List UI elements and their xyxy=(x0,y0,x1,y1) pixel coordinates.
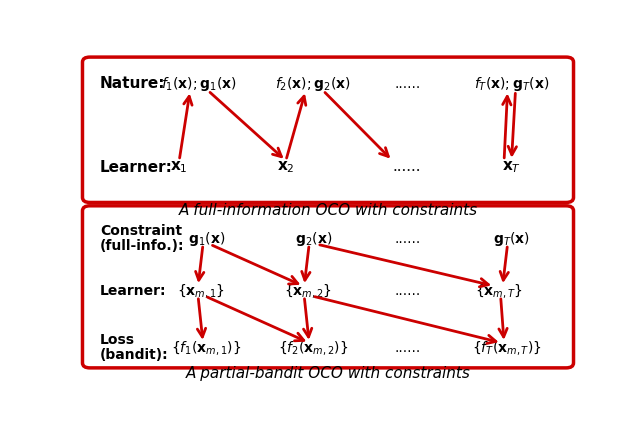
Text: Nature:: Nature: xyxy=(100,76,165,91)
Text: $\{f_T(\mathbf{x}_{m,T})\}$: $\{f_T(\mathbf{x}_{m,T})\}$ xyxy=(472,339,541,357)
Text: Loss: Loss xyxy=(100,333,135,348)
Text: $f_2(\mathbf{x});\mathbf{g}_2(\mathbf{x})$: $f_2(\mathbf{x});\mathbf{g}_2(\mathbf{x}… xyxy=(275,75,351,93)
Text: ......: ...... xyxy=(394,232,420,246)
Text: ......: ...... xyxy=(394,284,420,298)
Text: $\mathbf{x}_2$: $\mathbf{x}_2$ xyxy=(277,160,294,175)
Text: Learner:: Learner: xyxy=(100,284,166,298)
Text: $\mathbf{x}_T$: $\mathbf{x}_T$ xyxy=(502,160,521,175)
Text: A partial-bandit OCO with constraints: A partial-bandit OCO with constraints xyxy=(186,366,470,381)
Text: $f_T(\mathbf{x});\mathbf{g}_T(\mathbf{x})$: $f_T(\mathbf{x});\mathbf{g}_T(\mathbf{x}… xyxy=(474,75,549,93)
Text: Learner:: Learner: xyxy=(100,160,173,175)
Text: A full-information OCO with constraints: A full-information OCO with constraints xyxy=(179,203,477,218)
FancyBboxPatch shape xyxy=(83,206,573,368)
Text: $\mathbf{g}_T(\mathbf{x})$: $\mathbf{g}_T(\mathbf{x})$ xyxy=(493,230,530,248)
Text: $f_1(\mathbf{x});\mathbf{g}_1(\mathbf{x})$: $f_1(\mathbf{x});\mathbf{g}_1(\mathbf{x}… xyxy=(161,75,237,93)
Text: ......: ...... xyxy=(394,77,420,91)
Text: (bandit):: (bandit): xyxy=(100,348,168,362)
Text: $\{\mathbf{x}_{m,T}\}$: $\{\mathbf{x}_{m,T}\}$ xyxy=(476,282,523,300)
Text: Constraint: Constraint xyxy=(100,224,182,238)
Text: $\{\mathbf{x}_{m,2}\}$: $\{\mathbf{x}_{m,2}\}$ xyxy=(284,282,332,300)
Text: (full-info.):: (full-info.): xyxy=(100,239,184,253)
Text: ......: ...... xyxy=(393,161,422,174)
Text: $\mathbf{x}_1$: $\mathbf{x}_1$ xyxy=(170,160,188,175)
Text: $\{f_1(\mathbf{x}_{m,1})\}$: $\{f_1(\mathbf{x}_{m,1})\}$ xyxy=(172,339,242,357)
Text: ......: ...... xyxy=(394,341,420,355)
FancyBboxPatch shape xyxy=(83,57,573,202)
Text: $\{f_2(\mathbf{x}_{m,2})\}$: $\{f_2(\mathbf{x}_{m,2})\}$ xyxy=(278,339,348,357)
Text: $\{\mathbf{x}_{m,1}\}$: $\{\mathbf{x}_{m,1}\}$ xyxy=(177,282,225,300)
Text: $\mathbf{g}_1(\mathbf{x})$: $\mathbf{g}_1(\mathbf{x})$ xyxy=(188,230,225,248)
Text: $\mathbf{g}_2(\mathbf{x})$: $\mathbf{g}_2(\mathbf{x})$ xyxy=(294,230,332,248)
